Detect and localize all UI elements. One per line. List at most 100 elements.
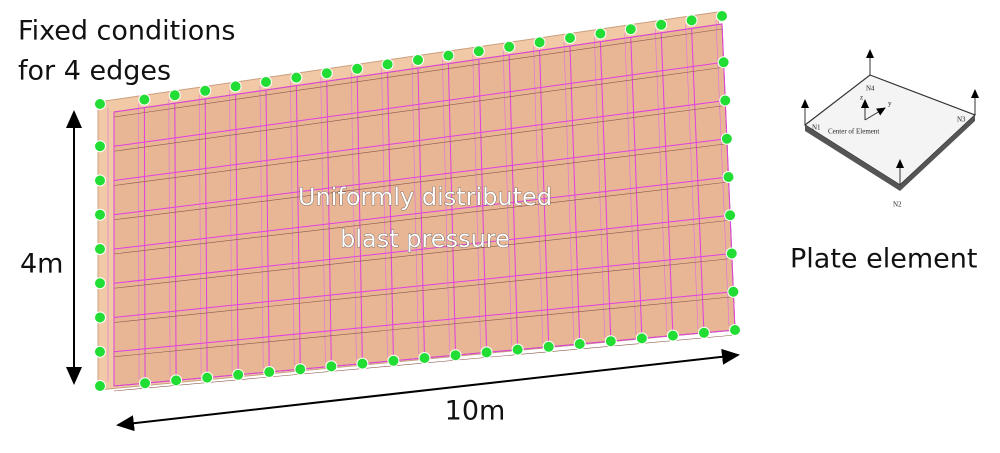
support-node	[320, 67, 333, 80]
support-node	[724, 209, 737, 222]
support-node	[655, 18, 668, 31]
support-node	[725, 247, 738, 260]
mesh-line	[113, 138, 727, 216]
fixed-label-line1: Fixed conditions	[18, 16, 235, 47]
width-label: 10m	[445, 396, 506, 427]
mesh-line	[442, 59, 450, 352]
pressure-label-line2: blast pressure	[340, 225, 510, 253]
support-node	[697, 326, 710, 339]
support-node	[727, 285, 740, 298]
mesh-line	[113, 100, 726, 181]
wall-model	[94, 10, 741, 392]
support-node	[564, 32, 576, 44]
support-node	[94, 208, 106, 221]
plate-element-diagram: N1 N2 N3 N4 Center of Element z y	[801, 49, 979, 209]
axis-label: y	[888, 100, 892, 108]
mesh-line	[113, 61, 724, 147]
support-node	[449, 349, 462, 362]
mesh-line	[594, 37, 606, 338]
support-node	[199, 84, 212, 97]
fixed-label-line2: for 4 edges	[18, 56, 171, 87]
support-node	[729, 324, 741, 336]
support-node	[94, 98, 106, 110]
support-node	[356, 357, 369, 370]
support-node	[232, 368, 245, 381]
support-node	[685, 14, 698, 27]
mesh-line	[113, 219, 731, 289]
mesh-line	[138, 103, 140, 380]
mesh-line	[113, 176, 729, 250]
support-node	[472, 45, 485, 58]
support-node	[138, 93, 151, 106]
mesh-line	[113, 23, 723, 113]
support-node	[94, 345, 106, 358]
support-node	[542, 340, 555, 353]
support-node	[94, 174, 106, 187]
mesh-line	[198, 94, 202, 374]
support-node	[201, 371, 214, 384]
support-node	[387, 354, 400, 367]
mesh-line	[350, 72, 357, 360]
support-node	[294, 363, 307, 376]
mesh-line	[113, 66, 724, 152]
support-node	[412, 54, 424, 66]
support-node	[263, 366, 276, 378]
mesh-line	[113, 253, 732, 318]
support-node	[260, 76, 272, 88]
mesh-line	[533, 46, 543, 343]
pressure-label-line1: Uniformly distributed	[298, 183, 552, 211]
support-node	[442, 49, 455, 62]
node-label: N2	[893, 201, 902, 209]
support-node	[94, 243, 106, 255]
mesh-line	[654, 28, 668, 332]
support-node	[170, 374, 183, 387]
support-node	[573, 338, 586, 350]
width-arrow	[116, 348, 740, 432]
mesh-line	[113, 143, 727, 221]
node-label: N4	[866, 85, 875, 93]
axis-label: z	[860, 94, 863, 102]
support-node	[229, 80, 242, 93]
mesh-line	[715, 19, 730, 327]
mesh-line	[113, 296, 734, 358]
height-label: 4m	[20, 249, 63, 280]
support-node	[480, 346, 493, 359]
mesh-line	[113, 291, 734, 353]
support-node	[716, 10, 728, 22]
support-node	[717, 56, 730, 69]
support-node	[168, 89, 181, 102]
mesh-line	[381, 68, 388, 357]
mesh-line	[259, 85, 264, 369]
support-node	[139, 377, 152, 390]
support-node	[94, 380, 106, 392]
mesh-line	[624, 33, 637, 335]
node-label: N3	[957, 116, 966, 124]
support-node	[666, 329, 679, 342]
support-node	[635, 332, 648, 345]
mesh-line	[168, 99, 171, 377]
support-node	[604, 335, 617, 348]
mesh-line	[411, 63, 419, 355]
mesh-line	[472, 55, 481, 349]
support-node	[719, 94, 732, 107]
mesh-line	[113, 214, 731, 284]
mesh-line	[502, 50, 512, 346]
mesh-line	[113, 181, 729, 255]
support-node	[290, 71, 303, 84]
support-node	[594, 27, 607, 40]
mesh-line	[229, 90, 233, 371]
support-node	[624, 23, 637, 36]
support-node	[94, 140, 106, 153]
center-label: Center of Element	[828, 128, 879, 136]
support-node	[351, 62, 364, 75]
mesh-line	[113, 258, 732, 323]
node-label: N1	[812, 124, 821, 132]
plate-element-label: Plate element	[790, 244, 977, 275]
support-node	[325, 360, 338, 373]
y-axis	[864, 107, 886, 121]
support-node	[511, 343, 524, 356]
support-node	[720, 132, 733, 145]
mesh-line	[320, 77, 326, 363]
mesh-line	[113, 28, 723, 118]
